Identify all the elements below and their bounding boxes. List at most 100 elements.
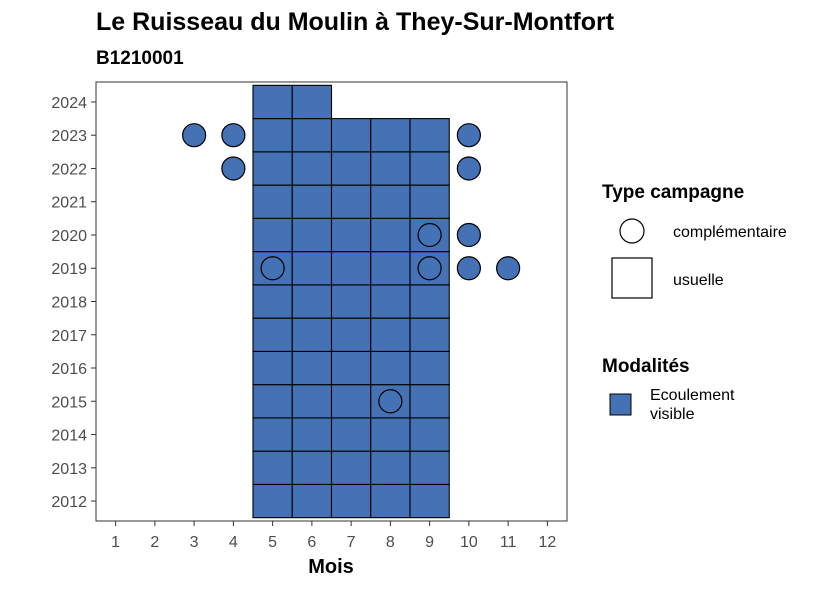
point-complementaire-2019-11	[496, 256, 521, 281]
tile-usuelle-2015-6	[291, 384, 333, 419]
tile-usuelle-2015-5	[252, 384, 293, 419]
tile-usuelle-2024-6	[291, 84, 333, 120]
legend-square-symbol	[611, 257, 653, 299]
tile-usuelle-2017-7	[330, 317, 372, 352]
x-tick-label-8: 8	[386, 534, 395, 551]
y-tick-label-2018: 2018	[51, 295, 87, 312]
y-tick-label-2022: 2022	[51, 161, 87, 178]
tile-usuelle-2014-5	[252, 417, 293, 452]
tile-usuelle-2021-8	[370, 184, 411, 219]
point-complementaire-2019-9	[417, 256, 442, 281]
point-complementaire-2020-9	[417, 222, 442, 248]
legend-fill-symbol	[609, 393, 632, 416]
x-tick-label-12: 12	[538, 534, 556, 551]
x-tick-label-10: 10	[460, 534, 478, 551]
legend: Type campagne complémentaire usuelle Mod…	[602, 182, 787, 423]
tile-usuelle-2021-7	[330, 184, 372, 219]
tile-usuelle-2021-9	[409, 184, 450, 219]
y-tick-label-2012: 2012	[51, 494, 87, 511]
tile-usuelle-2017-6	[291, 317, 333, 352]
point-complementaire-2023-3	[182, 123, 207, 148]
tile-usuelle-2012-7	[330, 483, 372, 519]
y-tick-label-2023: 2023	[51, 128, 87, 145]
tile-usuelle-2013-9	[409, 450, 450, 485]
tile-usuelle-2016-6	[291, 350, 333, 386]
tile-usuelle-2022-5	[252, 151, 293, 186]
point-complementaire-2020-10	[456, 222, 481, 248]
tile-usuelle-2023-8	[370, 118, 411, 153]
tile-usuelle-2013-8	[370, 450, 411, 485]
tile-usuelle-2018-7	[330, 284, 372, 319]
y-axis: 2012 2013 2014 2015 2016 2017 2018 2019 2020 2021…	[51, 95, 96, 511]
tile-usuelle-2014-9	[409, 417, 450, 452]
y-tick-label-2021: 2021	[51, 195, 87, 212]
legend-shape-item-complementaire: complémentaire	[673, 224, 787, 241]
tile-usuelle-2017-5	[252, 317, 293, 352]
chart-title: Le Ruisseau du Moulin à They-Sur-Montfor…	[96, 8, 615, 36]
x-axis-title: Mois	[308, 556, 354, 578]
point-complementaire-2022-4	[221, 156, 246, 181]
legend-fill-item-ecoulement-visible: Ecoulement visible	[650, 387, 739, 423]
tile-usuelle-2020-8	[370, 217, 411, 253]
x-tick-label-7: 7	[347, 534, 356, 551]
tile-usuelle-2013-7	[330, 450, 372, 485]
point-complementaire-2022-10	[456, 156, 481, 181]
tile-usuelle-2020-7	[330, 217, 372, 253]
tile-usuelle-2016-9	[409, 350, 450, 386]
x-tick-label-9: 9	[425, 534, 434, 551]
tile-usuelle-2018-8	[370, 284, 411, 319]
tile-usuelle-2022-7	[330, 151, 372, 186]
x-tick-label-3: 3	[190, 534, 199, 551]
y-tick-label-2017: 2017	[51, 328, 87, 345]
tile-usuelle-2016-8	[370, 350, 411, 386]
tile-usuelle-2022-8	[370, 151, 411, 186]
tile-usuelle-2015-7	[330, 384, 372, 419]
tile-usuelle-2023-7	[330, 118, 372, 153]
y-tick-label-2015: 2015	[51, 394, 87, 411]
legend-shape-title: Type campagne	[602, 182, 744, 203]
tile-usuelle-2019-8	[370, 251, 411, 286]
point-complementaire-2019-5	[260, 256, 285, 281]
y-tick-label-2013: 2013	[51, 461, 87, 478]
y-tick-label-2020: 2020	[51, 228, 87, 245]
legend-fill-title: Modalités	[602, 356, 690, 377]
tile-usuelle-2015-9	[409, 384, 450, 419]
tile-usuelle-2020-6	[291, 217, 333, 253]
y-tick-label-2014: 2014	[51, 428, 87, 445]
y-tick-label-2016: 2016	[51, 361, 87, 378]
x-tick-label-11: 11	[500, 534, 517, 551]
plot-marks	[182, 84, 521, 519]
tile-usuelle-2024-5	[252, 84, 293, 120]
point-complementaire-2019-10	[456, 256, 481, 281]
tile-usuelle-2012-6	[291, 483, 333, 519]
tile-usuelle-2023-5	[252, 118, 293, 153]
plot-area	[95, 81, 568, 522]
tile-usuelle-2017-8	[370, 317, 411, 352]
x-tick-label-6: 6	[307, 534, 316, 551]
y-tick-label-2024: 2024	[51, 95, 87, 112]
tile-usuelle-2021-6	[291, 184, 333, 219]
legend-circle-symbol	[619, 218, 645, 244]
tile-usuelle-2012-9	[409, 483, 450, 519]
x-tick-label-1: 1	[111, 534, 120, 551]
tile-usuelle-2013-6	[291, 450, 333, 485]
point-complementaire-2023-4	[221, 123, 246, 148]
x-tick-label-5: 5	[268, 534, 277, 551]
x-tick-label-4: 4	[229, 534, 238, 551]
tile-usuelle-2023-6	[291, 118, 333, 153]
tile-usuelle-2016-5	[252, 350, 293, 386]
tile-usuelle-2018-6	[291, 284, 333, 319]
tile-usuelle-2014-7	[330, 417, 372, 452]
legend-shape-item-usuelle: usuelle	[673, 272, 724, 289]
tile-usuelle-2014-6	[291, 417, 333, 452]
tile-usuelle-2018-9	[409, 284, 450, 319]
y-tick-label-2019: 2019	[51, 261, 87, 278]
point-complementaire-2023-10	[456, 123, 481, 148]
tile-usuelle-2021-5	[252, 184, 293, 219]
tile-usuelle-2023-9	[409, 118, 450, 153]
tile-usuelle-2020-5	[252, 217, 293, 253]
tile-usuelle-2013-5	[252, 450, 293, 485]
tile-usuelle-2022-9	[409, 151, 450, 186]
x-axis: 1 2 3 4 5 6 7 8 9 10 11 12	[111, 521, 556, 551]
